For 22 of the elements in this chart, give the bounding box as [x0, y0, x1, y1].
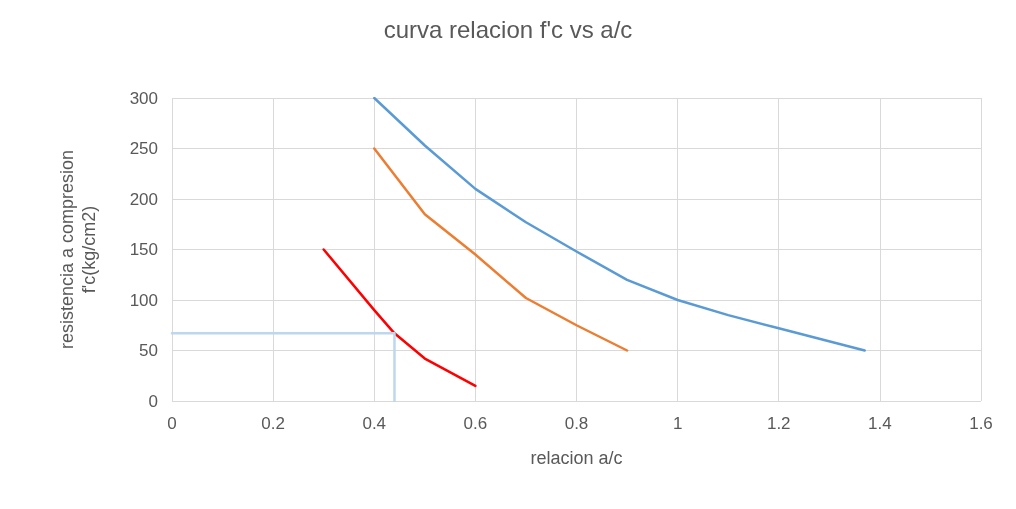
line-series [373, 147, 629, 352]
y-axis-title: resistencia a compresion f'c(kg/cm2) [57, 149, 99, 350]
x-axis-title: relacion a/c [530, 448, 623, 468]
line-series [322, 248, 477, 388]
x-tick-label: 0.4 [362, 414, 387, 433]
x-tick-label: 1.2 [766, 414, 791, 433]
chart-title: curva relacion f'c vs a/c [383, 15, 633, 43]
y-tick-label: 100 [129, 290, 158, 310]
y-tick-label: 150 [129, 240, 158, 259]
x-tick-label: 0.6 [463, 414, 488, 433]
line-series [373, 96, 866, 352]
x-tick-label: 1 [672, 414, 683, 433]
y-tick-label: 250 [129, 139, 158, 158]
y-tick-label: 200 [129, 189, 158, 209]
x-tick-label: 0 [167, 414, 177, 433]
y-tick-label: 300 [129, 88, 158, 108]
x-tick-label: 0.8 [564, 414, 589, 433]
y-tick-label: 50 [139, 341, 158, 360]
x-tick-label: 1.6 [969, 414, 993, 433]
x-tick-label: 0.2 [261, 414, 285, 433]
x-tick-label: 1.4 [868, 414, 892, 433]
y-tick-label: 0 [148, 391, 158, 411]
